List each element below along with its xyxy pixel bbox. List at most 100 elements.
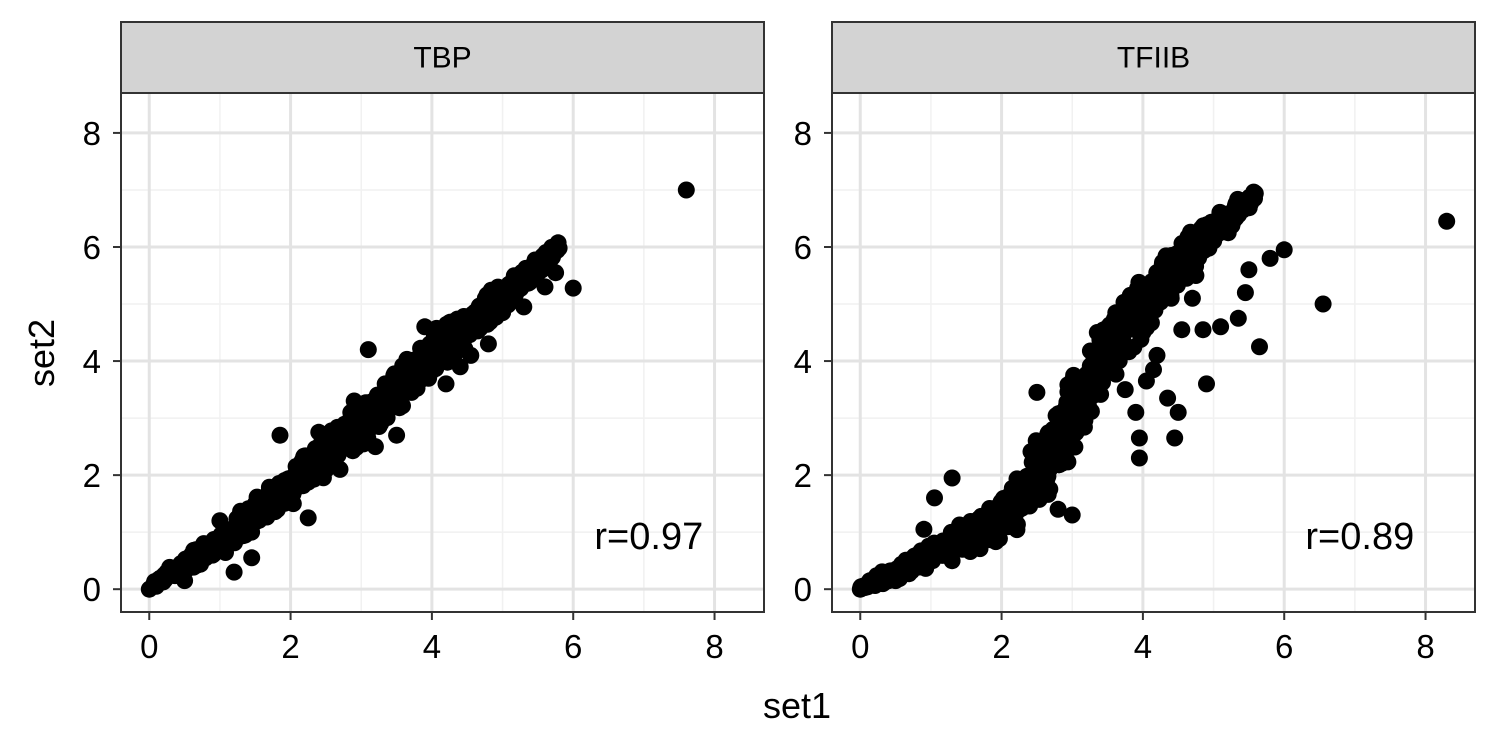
data-point [433, 325, 451, 343]
data-point [225, 563, 243, 581]
data-point [479, 335, 497, 353]
data-point [347, 438, 365, 456]
data-point [497, 285, 514, 303]
panel-border [120, 92, 765, 613]
data-point [943, 552, 961, 570]
data-point [1242, 191, 1260, 209]
data-point [873, 568, 891, 586]
data-point [1039, 485, 1057, 503]
correlation-label: r=0.97 [594, 516, 703, 558]
data-point [1174, 246, 1192, 264]
data-point [1236, 284, 1254, 302]
data-point [1130, 429, 1148, 447]
data-point [478, 286, 496, 304]
data-point [1151, 266, 1169, 284]
data-point [966, 536, 984, 554]
data-point [926, 489, 943, 507]
data-point [529, 261, 547, 279]
data-point [1240, 261, 1258, 279]
x-tick-label: 6 [1275, 628, 1293, 665]
data-point [943, 469, 961, 487]
data-point [426, 355, 444, 373]
data-point [1169, 403, 1187, 421]
y-tick-label: 0 [83, 571, 101, 608]
y-tick-label: 4 [83, 343, 101, 380]
data-point [851, 580, 869, 598]
data-point [1116, 381, 1134, 399]
data-point [1028, 383, 1046, 401]
x-tick-label: 8 [705, 628, 723, 665]
data-point [1275, 241, 1293, 259]
data-point [394, 397, 411, 415]
data-point [1201, 235, 1219, 253]
y-tick-label: 8 [794, 115, 812, 152]
data-point [1008, 470, 1026, 488]
data-point [310, 423, 328, 441]
data-point [1166, 429, 1184, 447]
data-point [1120, 343, 1138, 361]
y-tick-label: 6 [794, 229, 812, 266]
x-tick-label: 4 [1134, 628, 1152, 665]
data-point [416, 318, 434, 336]
data-point [311, 443, 329, 461]
data-point [1025, 470, 1043, 488]
data-point [915, 520, 933, 538]
data-point [1063, 506, 1081, 524]
data-point [1055, 437, 1073, 455]
facet-panel-tfiib: TFIIB r=0.89 0 2 4 6 8 0 2 4 6 8 [794, 21, 1476, 665]
data-point [677, 181, 695, 199]
y-tick-label: 6 [83, 229, 101, 266]
data-point [451, 358, 469, 376]
data-point [366, 438, 384, 456]
data-point [1117, 314, 1135, 332]
data-point [1142, 314, 1160, 332]
data-point [211, 512, 229, 530]
panels: TBP r=0.97 0 2 4 6 8 0 2 4 6 8 TFIIB r=0.89 0 2 4 6 8 0 2 4 6 8 [83, 21, 1476, 665]
data-point [1111, 330, 1129, 348]
y-tick-label: 2 [794, 457, 812, 494]
panel-border [831, 92, 1476, 613]
data-point [1182, 223, 1199, 241]
data-point [1049, 424, 1067, 442]
data-point [1222, 209, 1239, 227]
data-point [917, 559, 935, 577]
x-tick-label: 2 [992, 628, 1010, 665]
x-tick-label: 6 [564, 628, 582, 665]
data-point [1251, 338, 1268, 356]
data-point [450, 319, 468, 337]
y-tick-label: 0 [794, 571, 812, 608]
data-point [1086, 381, 1104, 399]
y-tick-label: 2 [83, 457, 101, 494]
data-point [543, 248, 561, 266]
data-point [515, 298, 533, 316]
strip-header [120, 21, 765, 94]
data-point [437, 375, 455, 393]
x-axis-title: set1 [763, 685, 831, 726]
data-point [1039, 467, 1057, 485]
data-point [1097, 327, 1115, 344]
y-tick-label: 8 [83, 115, 101, 152]
data-point [985, 515, 1003, 533]
data-point [1073, 407, 1091, 425]
data-point [887, 572, 905, 590]
strip-title: TBP [413, 42, 471, 75]
data-point [388, 426, 406, 444]
data-point [547, 264, 565, 282]
data-point [376, 397, 394, 415]
data-point [1229, 309, 1247, 327]
data-point [1438, 212, 1456, 230]
data-point [1130, 273, 1148, 291]
data-point [359, 341, 377, 359]
data-point [1314, 295, 1332, 313]
data-point [1021, 488, 1039, 506]
data-point [299, 509, 317, 527]
data-point [1198, 375, 1215, 393]
data-point [345, 392, 363, 410]
x-tick-label: 4 [423, 628, 441, 665]
y-tick-label: 4 [794, 343, 812, 380]
data-point [990, 530, 1008, 548]
data-point [1100, 345, 1118, 363]
data-point [147, 577, 165, 595]
data-point [1049, 500, 1067, 518]
